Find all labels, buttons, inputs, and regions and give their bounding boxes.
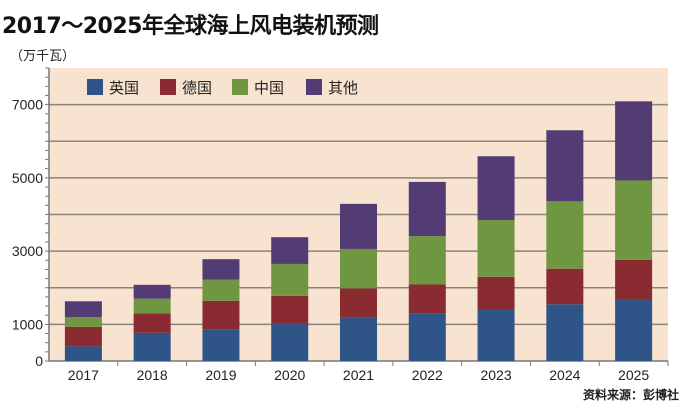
- bar-segment-2021-中国: [340, 248, 377, 289]
- legend-label: 英国: [109, 79, 139, 97]
- y-tick-label: 7000: [12, 97, 43, 113]
- bar-segment-2017-中国: [64, 317, 102, 327]
- bar-segment-2020-德国: [271, 295, 309, 324]
- bar-segment-2022-中国: [408, 236, 446, 285]
- x-tick-label: 2020: [274, 367, 305, 383]
- y-tick-label: 0: [35, 353, 43, 369]
- bar-segment-2022-其他: [408, 181, 446, 237]
- bar-segment-2022-英国: [408, 313, 446, 361]
- bar-segment-2019-其他: [202, 259, 240, 280]
- legend-swatch-德国: [160, 79, 176, 95]
- y-tick-label: 5000: [12, 170, 43, 186]
- legend-swatch-英国: [87, 79, 103, 95]
- bar-segment-2018-德国: [133, 313, 171, 333]
- bar-segment-2020-英国: [271, 323, 309, 361]
- bar-segment-2023-德国: [477, 276, 515, 309]
- bar-segment-2017-德国: [64, 326, 102, 347]
- bar-segment-2018-英国: [133, 332, 171, 361]
- legend-swatch-其他: [306, 79, 322, 95]
- bar-segment-2019-德国: [202, 300, 240, 330]
- bar-segment-2025-德国: [615, 259, 653, 300]
- chart-title: 2017～2025年全球海上风电装机预测: [2, 14, 379, 39]
- legend-label: 德国: [182, 79, 212, 97]
- legend-label: 其他: [328, 80, 358, 97]
- bar-segment-2024-德国: [546, 268, 584, 305]
- x-tick-label: 2021: [343, 367, 374, 383]
- x-tick-label: 2019: [205, 367, 236, 383]
- bar-segment-2024-其他: [546, 130, 584, 202]
- bar-segment-2020-中国: [271, 263, 309, 296]
- x-tick-label: 2017: [68, 367, 99, 383]
- bar-segment-2021-德国: [340, 288, 377, 318]
- y-tick-label: 3000: [12, 243, 43, 259]
- bar-segment-2020-其他: [271, 237, 309, 264]
- bar-segment-2023-英国: [477, 308, 515, 361]
- source-note: 资料来源：彭博社: [582, 388, 679, 402]
- bar-segment-2018-中国: [133, 298, 171, 314]
- bar-segment-2018-其他: [133, 284, 171, 299]
- y-axis-unit: （万千瓦）: [10, 49, 76, 64]
- bar-segment-2025-其他: [615, 101, 653, 181]
- bar-segment-2017-其他: [64, 301, 102, 318]
- bar-segment-2019-中国: [202, 279, 240, 301]
- bar-segment-2019-英国: [202, 329, 240, 361]
- x-tick-label: 2023: [480, 367, 511, 383]
- bar-segment-2025-中国: [615, 180, 653, 260]
- legend-swatch-中国: [232, 79, 248, 95]
- x-tick-label: 2022: [412, 367, 443, 383]
- bar-segment-2021-英国: [340, 317, 377, 361]
- bar-segment-2024-英国: [546, 304, 584, 361]
- bar-segment-2023-其他: [477, 156, 515, 220]
- x-tick-label: 2025: [618, 367, 649, 383]
- legend-label: 中国: [254, 80, 284, 97]
- bar-segment-2024-中国: [546, 201, 584, 269]
- bar-segment-2022-德国: [408, 284, 446, 314]
- bar-segment-2025-英国: [615, 299, 653, 361]
- y-tick-label: 1000: [12, 316, 43, 332]
- x-tick-label: 2018: [137, 367, 168, 383]
- bar-segment-2023-中国: [477, 219, 515, 277]
- bar-segment-2017-英国: [64, 346, 102, 361]
- x-tick-label: 2024: [549, 367, 580, 383]
- bar-segment-2021-其他: [340, 203, 377, 249]
